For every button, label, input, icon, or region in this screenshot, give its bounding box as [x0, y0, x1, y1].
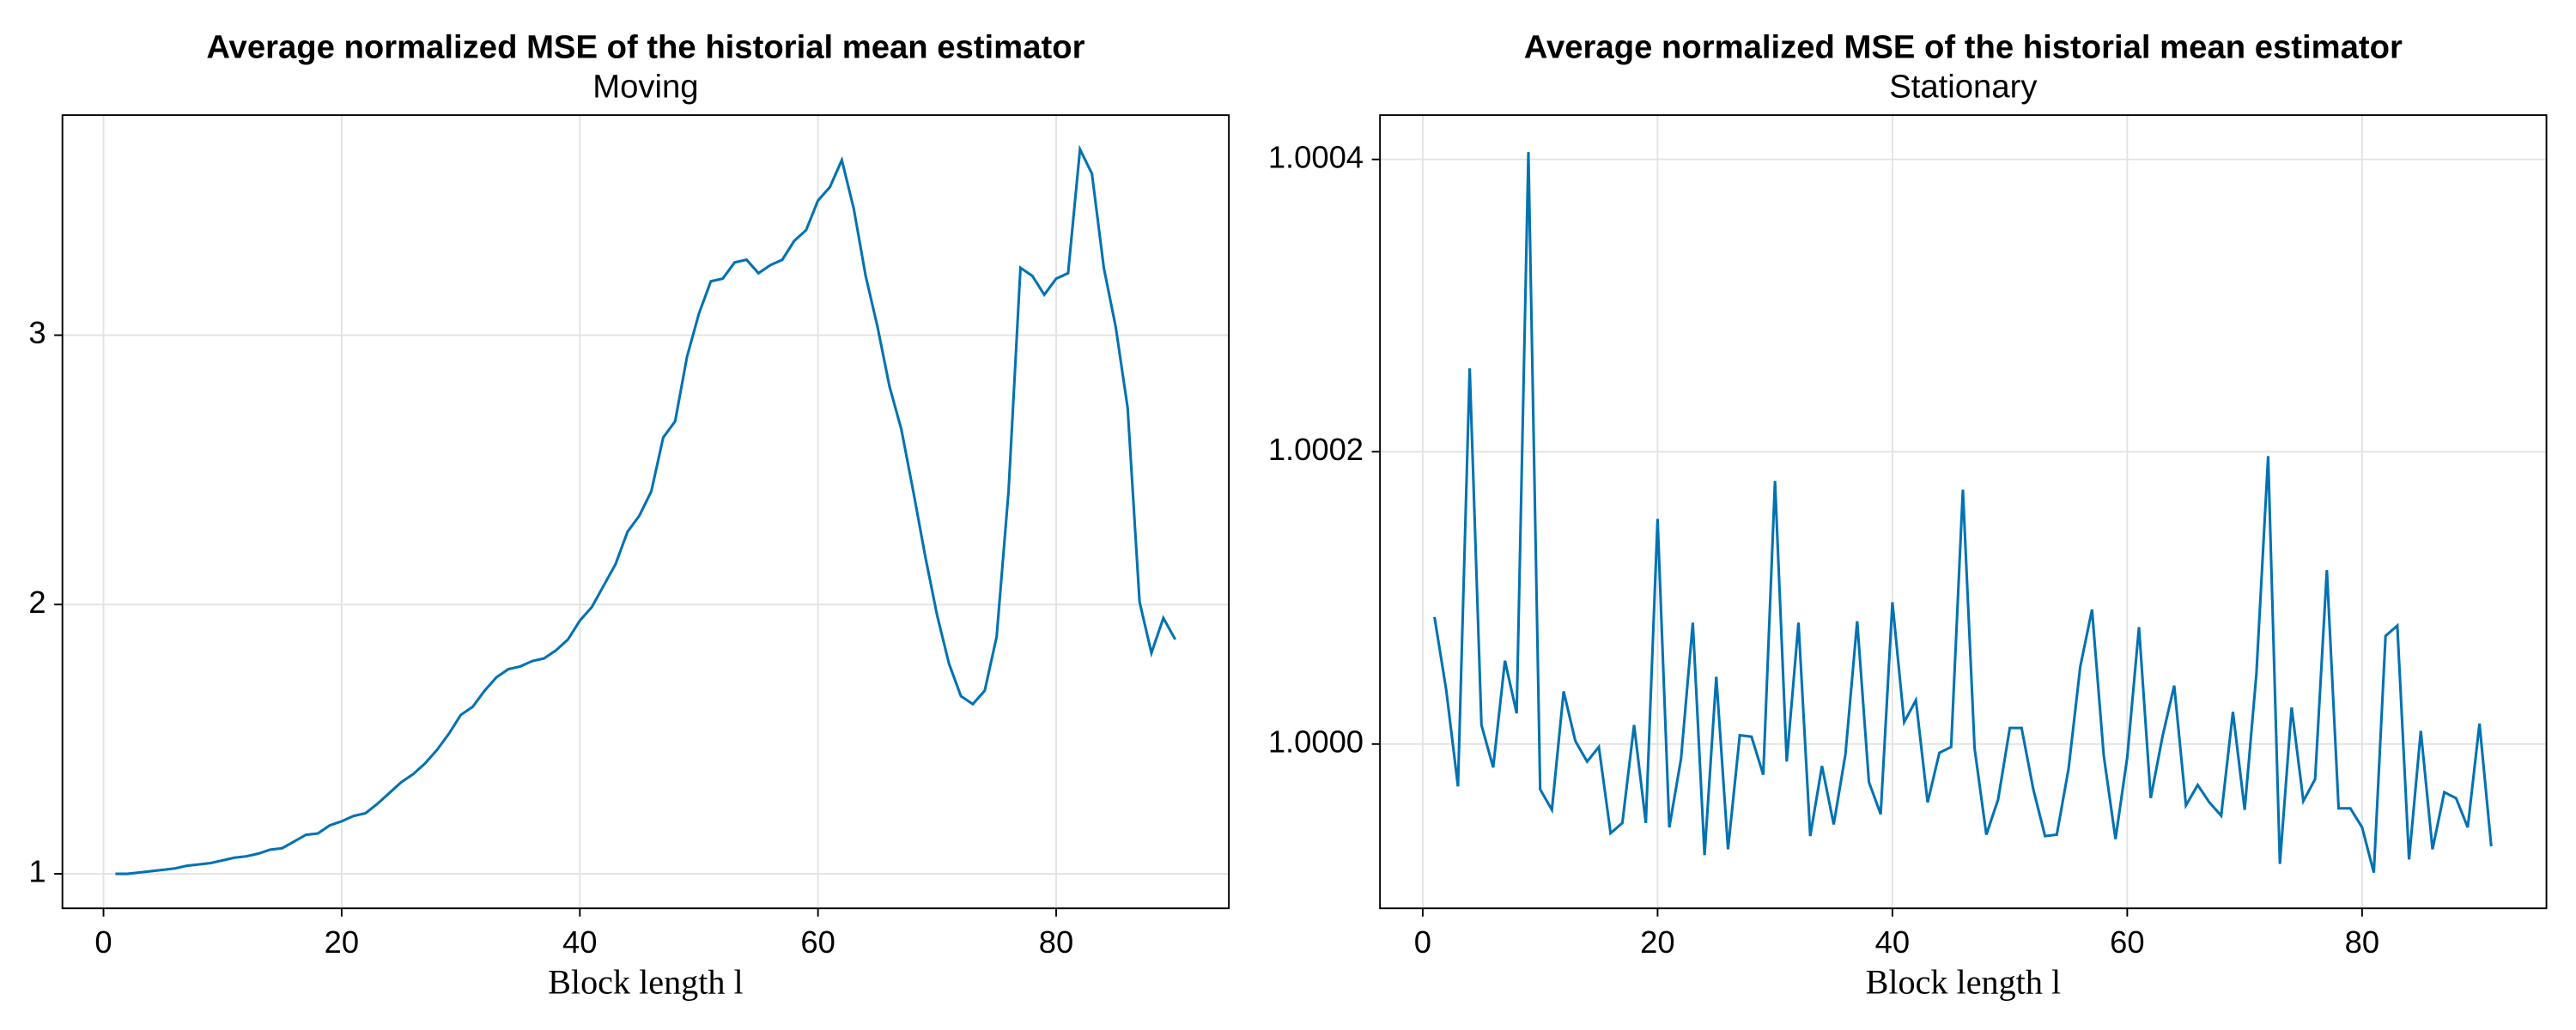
x-tick-label: 40: [562, 924, 597, 960]
y-tick-label: 1.0000: [1268, 724, 1364, 759]
x-tick-label: 60: [2110, 924, 2144, 960]
y-tick-label: 1: [28, 854, 46, 889]
data-line: [1433, 152, 2493, 874]
x-axis-label: Block length l: [548, 962, 744, 1001]
plot-frame: [61, 114, 1230, 910]
x-tick-label: 60: [800, 924, 835, 960]
chart-subtitle: Moving: [592, 69, 698, 106]
x-tick-label: 0: [94, 924, 112, 960]
x-tick-label: 40: [1875, 924, 1910, 960]
data-line: [115, 144, 1177, 876]
x-tick-label: 80: [2345, 924, 2379, 960]
x-axis-label: Block length l: [1866, 962, 2062, 1001]
x-tick-label: 20: [1640, 924, 1674, 960]
chart-subtitle: Stationary: [1889, 69, 2038, 106]
y-tick-label: 1.0004: [1268, 139, 1364, 174]
x-tick-label: 0: [1414, 924, 1431, 960]
x-tick-label: 80: [1039, 924, 1073, 960]
y-tick-label: 1.0002: [1268, 432, 1364, 467]
plot-frame: [1379, 114, 2548, 910]
y-tick-label: 2: [28, 585, 46, 620]
chart-title: Average normalized MSE of the historial …: [1524, 29, 2403, 66]
x-tick-label: 20: [325, 924, 359, 960]
chart-title: Average normalized MSE of the historial …: [206, 29, 1084, 66]
y-tick-label: 3: [28, 315, 46, 350]
